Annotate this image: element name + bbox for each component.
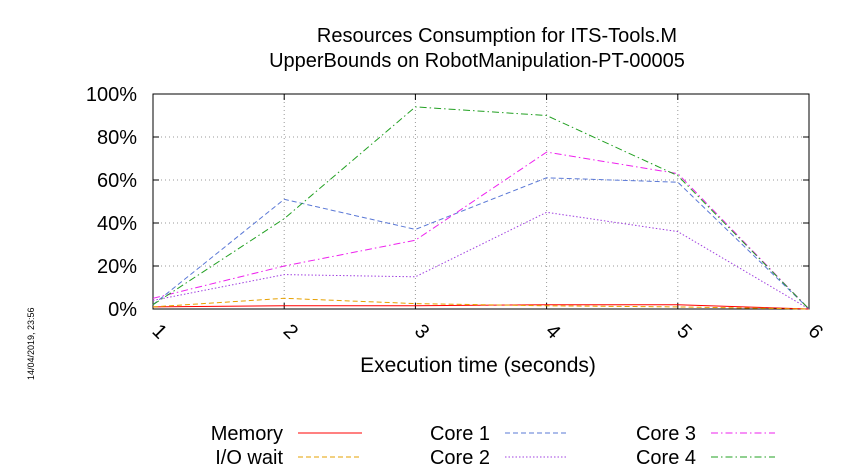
series-line-3 [152,211,810,310]
timestamp: 14/04/2019, 23:56 [26,307,36,380]
legend-label-0: Memory [211,423,283,445]
series-line-0 [152,304,810,310]
plot-frame [152,93,810,310]
y-tick-label-0: 0% [108,299,137,321]
legend-label-2: Core 1 [430,423,490,445]
y-tick-label-3: 60% [97,170,137,192]
y-axis: 0% 20% 40% 60% 80% 100% [86,84,809,321]
y-tick-label-2: 40% [97,213,137,235]
x-tick-label-1: 2 [279,320,302,343]
x-tick-label-0: 1 [148,320,171,343]
y-tick-label-5: 100% [86,84,137,106]
legend-label-4: Core 3 [636,423,696,445]
series-lines [152,106,810,310]
chart-title-line-2: UpperBounds on RobotManipulation-PT-0000… [269,50,685,72]
series-line-4 [152,151,810,310]
x-tick-label-2: 3 [410,320,433,343]
chart-title-line-1: Resources Consumption for ITS-Tools.M [317,25,677,47]
series-line-1 [152,297,810,310]
x-axis-label: Execution time (seconds) [360,354,596,377]
series-line-2 [152,177,810,310]
legend-label-3: Core 2 [430,447,490,469]
x-tick-label-3: 4 [541,320,564,343]
series-line-5 [152,106,810,310]
y-tick-label-1: 20% [97,256,137,278]
legend-label-1: I/O wait [215,447,283,469]
y-tick-label-4: 80% [97,127,137,149]
legend-label-5: Core 4 [636,447,696,469]
x-tick-label-4: 5 [672,320,695,343]
grid-lines [153,94,809,309]
x-tick-label-5: 6 [804,320,827,343]
